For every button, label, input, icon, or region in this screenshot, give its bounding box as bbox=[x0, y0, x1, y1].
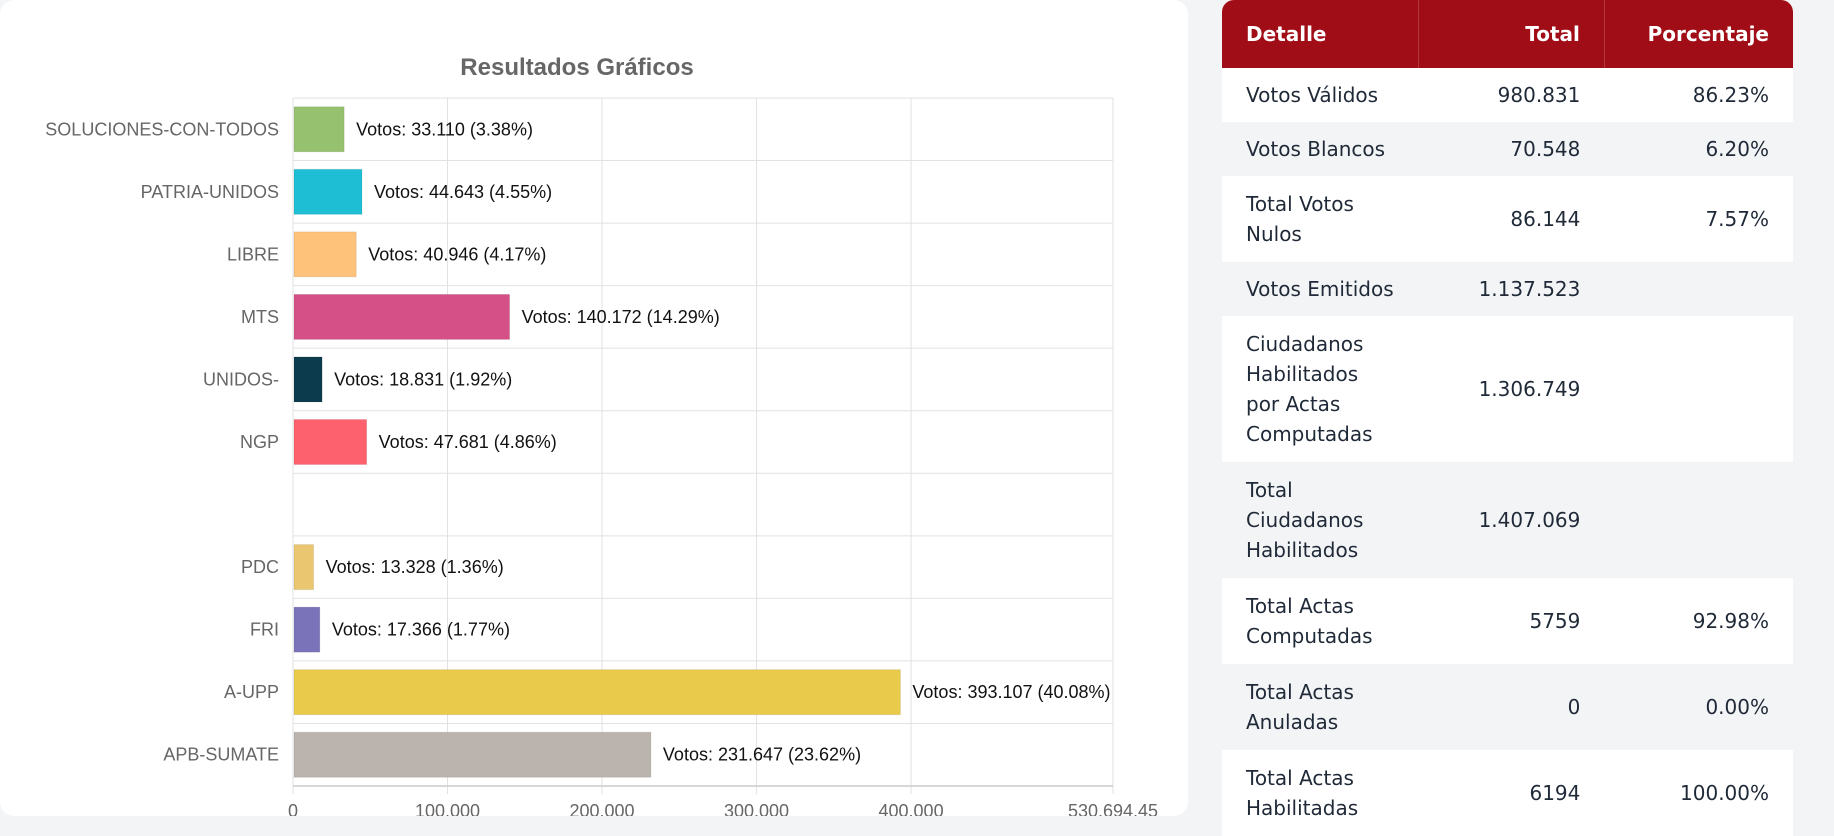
x-tick-label: 0 bbox=[288, 801, 298, 816]
table-row: Votos Válidos 980.831 86.23% bbox=[1222, 68, 1793, 122]
row-percentage: 100.00% bbox=[1604, 750, 1793, 836]
category-label: PDC bbox=[241, 557, 279, 577]
row-percentage: 6.20% bbox=[1604, 122, 1793, 176]
x-tick-label: 400.000 bbox=[879, 801, 944, 816]
row-label: Total Actas Anuladas bbox=[1222, 664, 1419, 750]
x-tick-label: 300.000 bbox=[724, 801, 789, 816]
table-header-row: Detalle Total Porcentaje bbox=[1222, 0, 1793, 68]
table-row: Total Ciudadanos Habilitados 1.407.069 bbox=[1222, 462, 1793, 578]
row-total: 1.137.523 bbox=[1418, 262, 1605, 316]
data-label: Votos: 47.681 (4.86%) bbox=[379, 432, 557, 452]
row-label: Total Actas Computadas bbox=[1222, 578, 1419, 664]
row-percentage bbox=[1604, 462, 1793, 578]
row-label: Total Votos Nulos bbox=[1222, 176, 1419, 262]
header-total: Total bbox=[1418, 0, 1605, 68]
data-label: Votos: 17.366 (1.77%) bbox=[332, 620, 510, 640]
header-detalle: Detalle bbox=[1222, 0, 1419, 68]
data-label: Votos: 140.172 (14.29%) bbox=[522, 307, 720, 327]
row-label: Votos Blancos bbox=[1222, 122, 1419, 176]
x-tick-label: 200.000 bbox=[569, 801, 634, 816]
bar-apb-sumate bbox=[293, 731, 652, 778]
data-label: Votos: 40.946 (4.17%) bbox=[368, 244, 546, 264]
chart-card: Resultados Gráficos 0 100.000 200.000 300.0… bbox=[0, 0, 1188, 816]
table-row: Votos Emitidos 1.137.523 bbox=[1222, 262, 1793, 316]
bar-unidos- bbox=[293, 356, 323, 403]
row-percentage: 7.57% bbox=[1604, 176, 1793, 262]
bar-libre bbox=[293, 231, 357, 278]
category-label: SOLUCIONES-CON-TODOS bbox=[45, 119, 279, 139]
table-row: Votos Blancos 70.548 6.20% bbox=[1222, 122, 1793, 176]
category-label: LIBRE bbox=[227, 244, 279, 264]
row-total: 6194 bbox=[1418, 750, 1605, 836]
results-table: Detalle Total Porcentaje Votos Válidos 9… bbox=[1222, 0, 1793, 836]
table-row: Total Actas Computadas 5759 92.98% bbox=[1222, 578, 1793, 664]
row-percentage bbox=[1604, 316, 1793, 462]
row-percentage: 0.00% bbox=[1604, 664, 1793, 750]
chart-title: Resultados Gráficos bbox=[460, 54, 693, 81]
table-row: Total Actas Habilitadas 6194 100.00% bbox=[1222, 750, 1793, 836]
x-tick-label: 100.000 bbox=[415, 801, 480, 816]
category-label: PATRIA-UNIDOS bbox=[141, 182, 279, 202]
category-label: UNIDOS- bbox=[203, 369, 279, 389]
row-percentage: 86.23% bbox=[1604, 68, 1793, 122]
bar-fri bbox=[293, 606, 321, 653]
data-label: Votos: 33.110 (3.38%) bbox=[356, 119, 533, 139]
data-label: Votos: 18.831 (1.92%) bbox=[334, 369, 512, 389]
row-label: Total Ciudadanos Habilitados bbox=[1222, 462, 1419, 578]
row-total: 1.407.069 bbox=[1418, 462, 1605, 578]
data-label: Votos: 13.328 (1.36%) bbox=[326, 557, 504, 577]
table-row: Total Votos Nulos 86.144 7.57% bbox=[1222, 176, 1793, 262]
category-label: FRI bbox=[250, 620, 279, 640]
bar-soluciones-con-todos bbox=[293, 106, 345, 153]
bar-mts bbox=[293, 293, 511, 340]
row-label: Votos Válidos bbox=[1222, 68, 1419, 122]
row-percentage bbox=[1604, 262, 1793, 316]
data-label: Votos: 393.107 (40.08%) bbox=[912, 682, 1110, 702]
row-total: 70.548 bbox=[1418, 122, 1605, 176]
bar-ngp bbox=[293, 418, 368, 466]
row-total: 0 bbox=[1418, 664, 1605, 750]
bar-patria-unidos bbox=[293, 168, 363, 215]
row-total: 1.306.749 bbox=[1418, 316, 1605, 462]
bar-a-upp bbox=[293, 669, 901, 716]
bar-chart: Resultados Gráficos 0 100.000 200.000 300.0… bbox=[45, 54, 1158, 816]
data-label: Votos: 44.643 (4.55%) bbox=[374, 182, 552, 202]
table-row: Ciudadanos Habilitados por Actas Computa… bbox=[1222, 316, 1793, 462]
row-total: 86.144 bbox=[1418, 176, 1605, 262]
row-label: Ciudadanos Habilitados por Actas Computa… bbox=[1222, 316, 1419, 462]
row-total: 5759 bbox=[1418, 578, 1605, 664]
row-percentage: 92.98% bbox=[1604, 578, 1793, 664]
row-label: Votos Emitidos bbox=[1222, 262, 1419, 316]
category-label: NGP bbox=[240, 432, 279, 452]
row-label: Total Actas Habilitadas bbox=[1222, 750, 1419, 836]
bar-pdc bbox=[293, 544, 315, 591]
header-porcentaje: Porcentaje bbox=[1603, 0, 1793, 68]
data-label: Votos: 231.647 (23.62%) bbox=[663, 745, 861, 765]
category-label: APB-SUMATE bbox=[163, 745, 279, 765]
x-tick-label: 530.694,45 bbox=[1068, 801, 1158, 816]
row-total: 980.831 bbox=[1418, 68, 1605, 122]
table-row: Total Actas Anuladas 0 0.00% bbox=[1222, 664, 1793, 750]
category-label: A-UPP bbox=[224, 682, 279, 702]
category-label: MTS bbox=[241, 307, 279, 327]
